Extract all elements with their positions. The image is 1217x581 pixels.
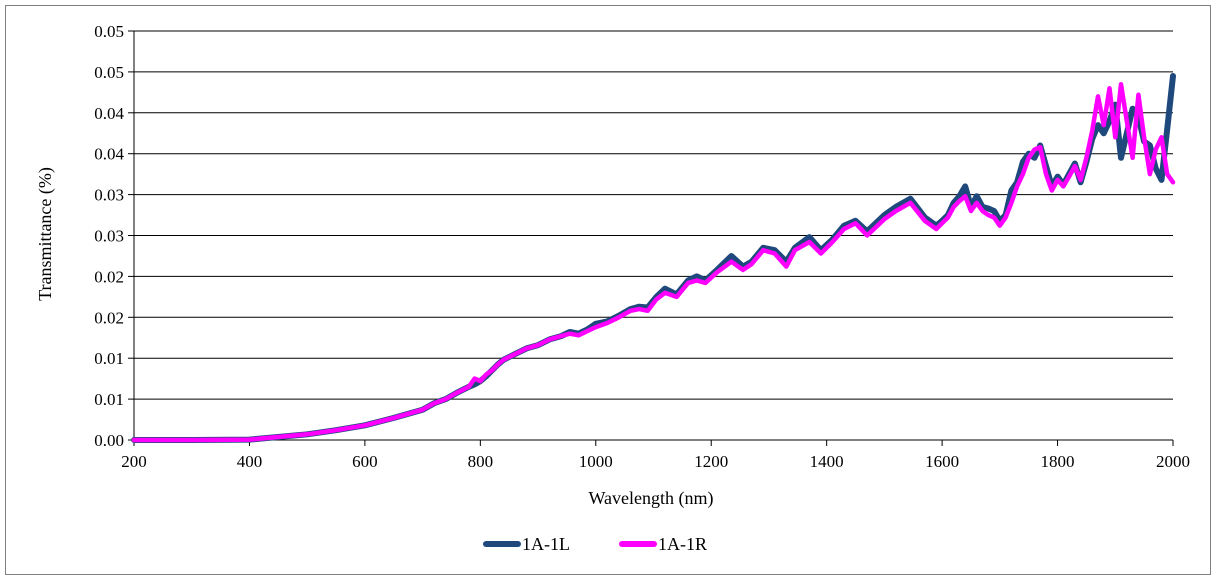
x-tick-label: 400 <box>237 452 263 471</box>
x-tick-label: 1800 <box>1041 452 1075 471</box>
y-tick-label: 0.03 <box>94 227 124 246</box>
y-tick-label: 0.02 <box>94 267 124 286</box>
legend: 1A-1L 1A-1R <box>483 534 707 554</box>
y-axis-title: Transmittance (%) <box>35 167 56 301</box>
line-chart: 0.00 0.01 0.01 0.02 0.02 0.03 0.03 0.04 0.04 0.05… <box>35 22 1190 554</box>
axes <box>128 30 1174 446</box>
y-tick-label: 0.00 <box>94 431 124 450</box>
chart-frame: 0.00 0.01 0.01 0.02 0.02 0.03 0.03 0.04 0.04 0.05… <box>5 5 1211 575</box>
series-lines <box>131 73 1176 443</box>
x-tick-label: 2000 <box>1156 452 1190 471</box>
y-tick-label: 0.04 <box>94 145 124 164</box>
x-tick-label: 800 <box>468 452 494 471</box>
legend-label-1A-1R: 1A-1R <box>658 534 707 554</box>
x-tick-label: 1200 <box>694 452 728 471</box>
x-tick-label: 600 <box>352 452 378 471</box>
y-tick-label: 0.04 <box>94 104 124 123</box>
x-tick-label: 1000 <box>579 452 613 471</box>
series-line-1A-1R <box>131 81 1176 443</box>
x-tick-label: 1400 <box>810 452 844 471</box>
gridlines <box>134 30 1173 441</box>
y-tick-label: 0.01 <box>94 349 124 368</box>
legend-label-1A-1L: 1A-1L <box>522 534 570 554</box>
x-tick-label: 1600 <box>925 452 959 471</box>
y-tick-label: 0.05 <box>94 22 124 41</box>
y-tick-label: 0.01 <box>94 390 124 409</box>
x-axis-title: Wavelength (nm) <box>588 488 713 509</box>
y-tick-label: 0.03 <box>94 186 124 205</box>
y-tick-label: 0.05 <box>94 63 124 82</box>
tick-labels: 0.00 0.01 0.01 0.02 0.02 0.03 0.03 0.04 0.04 0.05… <box>94 22 1190 471</box>
series-line-1A-1L <box>131 73 1176 443</box>
y-tick-label: 0.02 <box>94 308 124 327</box>
x-tick-label: 200 <box>121 452 147 471</box>
